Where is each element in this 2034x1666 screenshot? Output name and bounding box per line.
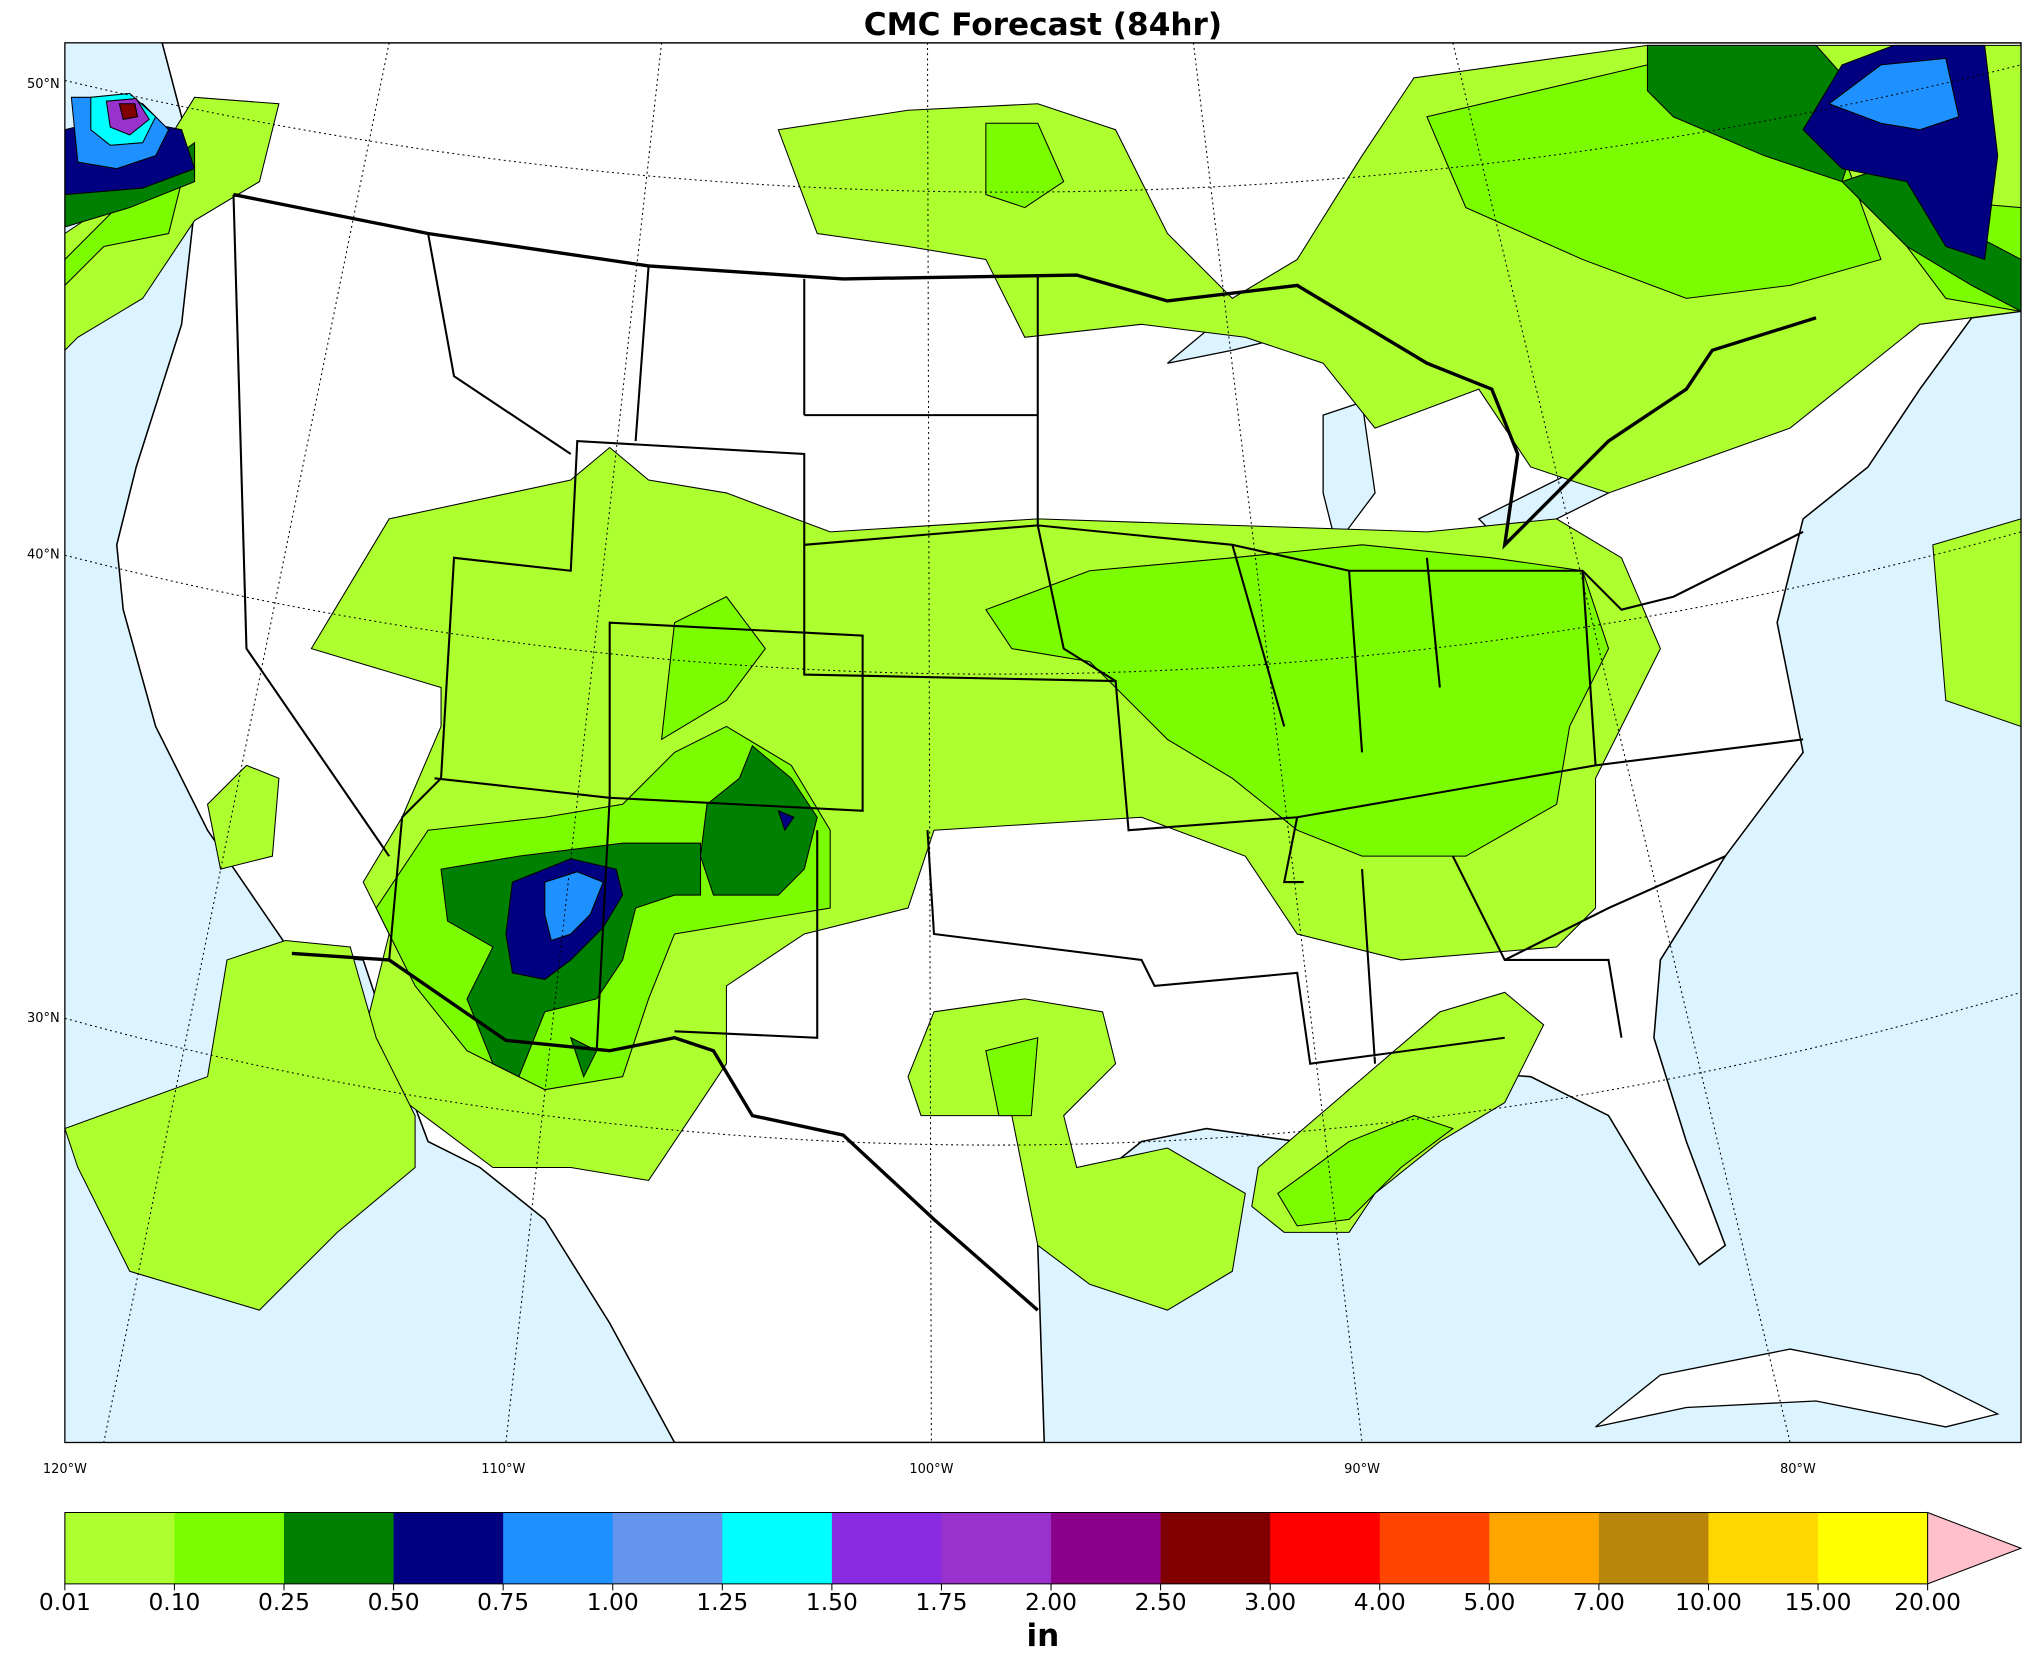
borders bbox=[232, 192, 1817, 1312]
colorbar-segment bbox=[1270, 1512, 1381, 1584]
colorbar-tick-label: 1.50 bbox=[806, 1588, 858, 1616]
colorbar-segment bbox=[722, 1512, 833, 1584]
lon-label: 120°W bbox=[43, 1462, 87, 1477]
colorbar-segment bbox=[612, 1512, 723, 1584]
colorbar-segment bbox=[503, 1512, 614, 1584]
colorbar-tick-label: 2.00 bbox=[1025, 1588, 1077, 1616]
colorbar-segment bbox=[941, 1512, 1052, 1584]
lon-label: 100°W bbox=[909, 1462, 953, 1477]
colorbar-segment bbox=[393, 1512, 504, 1584]
colorbar-segment bbox=[1051, 1512, 1162, 1584]
colorbar-tick-label: 4.00 bbox=[1354, 1588, 1406, 1616]
lon-label: 90°W bbox=[1344, 1462, 1380, 1477]
colorbar-tick-label: 0.75 bbox=[477, 1588, 529, 1616]
lat-label: 30°N bbox=[27, 1011, 60, 1026]
colorbar-tick-label: 15.00 bbox=[1785, 1588, 1852, 1616]
map: 50°N 40°N 30°N 120°W 110°W 100°W 90°W 80… bbox=[27, 42, 2022, 1477]
colorbar-tick-label: 7.00 bbox=[1573, 1588, 1625, 1616]
lon-label: 80°W bbox=[1780, 1462, 1816, 1477]
colorbar-segment bbox=[1379, 1512, 1490, 1584]
colorbar-tick-label: 0.01 bbox=[39, 1588, 91, 1616]
colorbar-tick-label: 3.00 bbox=[1244, 1588, 1296, 1616]
lon-label: 110°W bbox=[481, 1462, 525, 1477]
colorbar-tick-label: 5.00 bbox=[1463, 1588, 1515, 1616]
lat-label: 50°N bbox=[27, 77, 60, 92]
colorbar-tick-label: 10.00 bbox=[1675, 1588, 1742, 1616]
graticule bbox=[64, 42, 2022, 1443]
colorbar-tick-label: 0.10 bbox=[148, 1588, 200, 1616]
colorbar-segment bbox=[64, 1512, 176, 1584]
colorbar-tick-label: 1.75 bbox=[915, 1588, 967, 1616]
colorbar-tick-label: 20.00 bbox=[1894, 1588, 1961, 1616]
colorbar-tick-label: 1.25 bbox=[696, 1588, 748, 1616]
colorbar-outline bbox=[64, 1512, 1928, 1585]
colorbar-tick-label: 0.50 bbox=[368, 1588, 420, 1616]
colorbar-segment bbox=[1160, 1512, 1271, 1584]
colorbar: 0.01 0.10 0.25 0.50 0.75 1.00 1.25 1.50 1.75 2.00… bbox=[39, 1511, 2023, 1616]
colorbar-tick-label: 1.00 bbox=[587, 1588, 639, 1616]
colorbar-extension bbox=[1927, 1511, 2023, 1585]
map-frame bbox=[64, 42, 2022, 1444]
precipitation bbox=[64, 44, 2022, 1311]
map-title: CMC Forecast (84hr) bbox=[864, 7, 1222, 43]
colorbar-segment bbox=[831, 1512, 943, 1584]
colorbar-unit: in bbox=[1027, 1618, 1060, 1654]
colorbar-segment bbox=[1708, 1512, 1819, 1584]
colorbar-tick-label: 0.25 bbox=[258, 1588, 310, 1616]
lat-label: 40°N bbox=[27, 548, 60, 563]
colorbar-segment bbox=[1489, 1512, 1600, 1584]
land bbox=[1595, 1348, 2000, 1428]
colorbar-segment bbox=[284, 1512, 395, 1584]
colorbar-segment bbox=[174, 1512, 285, 1584]
colorbar-segment bbox=[1598, 1512, 1710, 1584]
colorbar-segment bbox=[1818, 1512, 1929, 1584]
colorbar-tick-label: 2.50 bbox=[1135, 1588, 1187, 1616]
